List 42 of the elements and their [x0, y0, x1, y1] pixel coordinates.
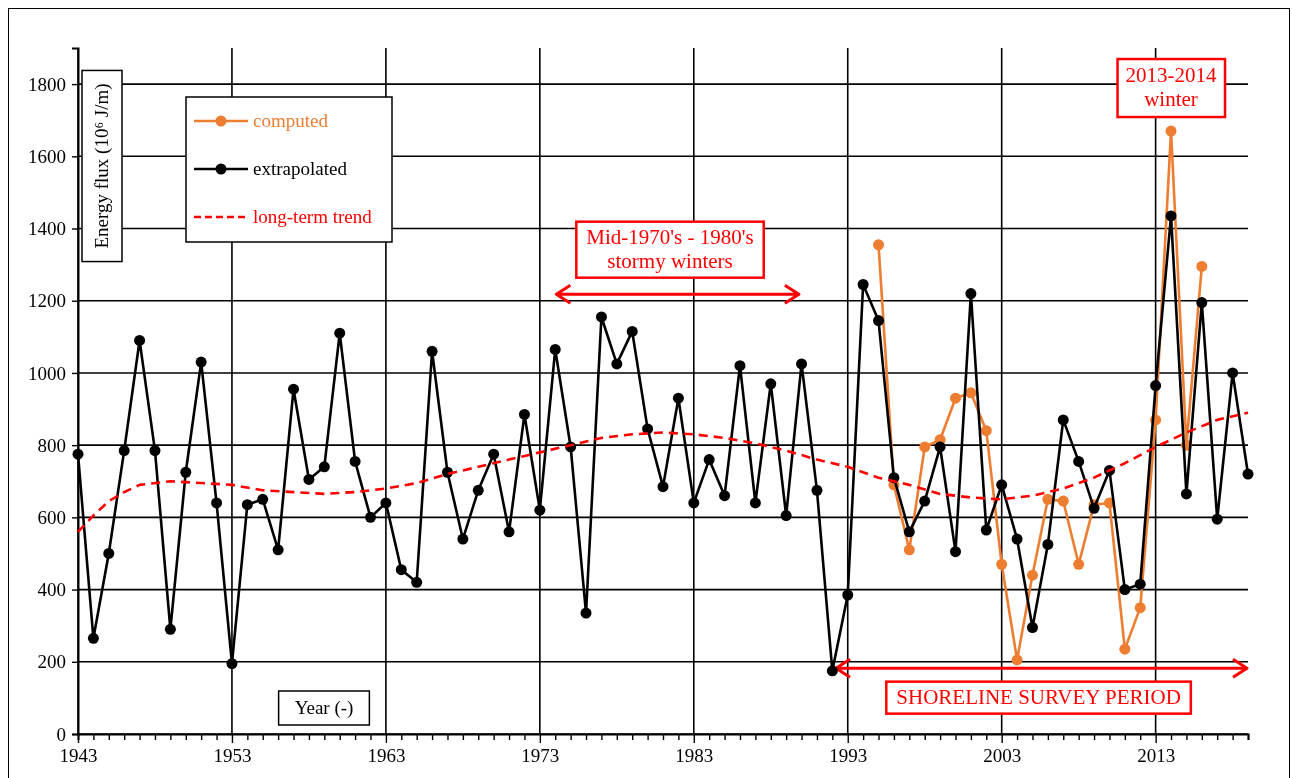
point	[950, 392, 961, 404]
point	[873, 239, 885, 251]
y-tick-label: 0	[56, 723, 66, 745]
point	[980, 425, 992, 437]
x-tick-label: 2013	[1137, 745, 1176, 767]
legend-label: extrapolated	[253, 158, 348, 179]
y-tick-label: 400	[37, 579, 66, 601]
y-tick-label: 1000	[28, 362, 66, 384]
legend-label: computed	[253, 110, 329, 131]
point	[1026, 569, 1038, 581]
point	[919, 441, 931, 453]
x-tick-label: 1953	[213, 745, 252, 767]
x-tick-label: 1973	[521, 745, 560, 767]
y-tick-label: 800	[37, 434, 66, 456]
y-tick-label: 1600	[28, 145, 66, 167]
annotation: SHORELINE SURVEY PERIOD	[896, 684, 1181, 709]
x-tick-label: 1943	[59, 745, 98, 767]
annotation: 2013-2014 winter	[1125, 63, 1218, 112]
y-tick-label: 200	[37, 651, 66, 673]
point	[1073, 558, 1085, 570]
y-tick-label: 1400	[28, 218, 66, 240]
point	[1011, 654, 1023, 666]
point	[1165, 125, 1177, 137]
x-tick-label: 2003	[983, 745, 1022, 767]
point	[1057, 495, 1069, 507]
point	[1119, 643, 1131, 655]
annotation: Mid-1970's - 1980's stormy winters	[586, 224, 754, 273]
point	[965, 387, 977, 399]
y-tick-label: 1200	[28, 290, 66, 312]
x-tick-label: 1983	[675, 745, 714, 767]
legend-label: long-term trend	[253, 206, 373, 227]
point	[1134, 602, 1146, 614]
point	[1042, 493, 1054, 505]
x-axis-title: Year (-)	[294, 696, 354, 719]
y-tick-label: 1800	[28, 73, 66, 95]
point	[996, 558, 1008, 570]
point	[1196, 260, 1208, 272]
x-tick-label: 1963	[367, 745, 406, 767]
y-axis-title: Energy flux (10⁶ J/m)	[91, 83, 113, 249]
y-tick-label: 600	[37, 506, 66, 528]
x-tick-label: 1993	[829, 745, 868, 767]
point	[903, 544, 915, 556]
